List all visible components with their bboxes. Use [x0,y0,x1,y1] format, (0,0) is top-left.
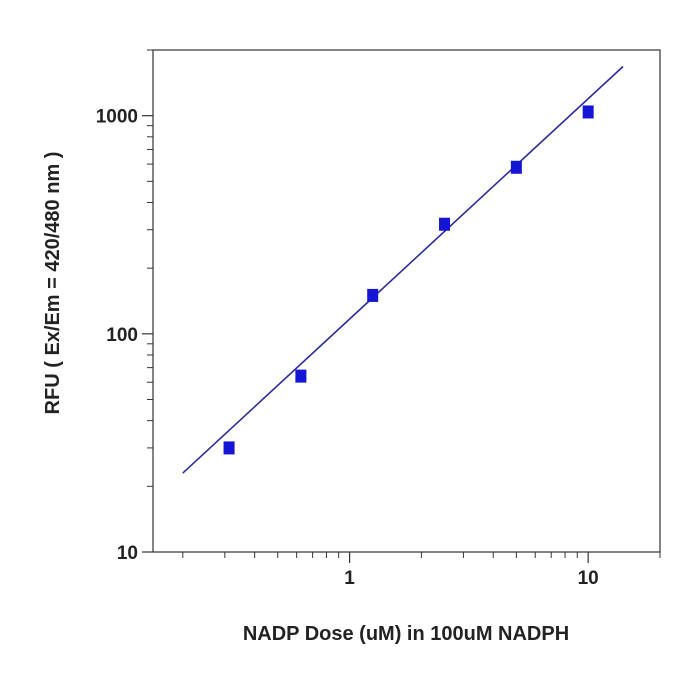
y-tick-label: 10 [117,543,138,564]
y-minor-ticks [147,49,153,487]
y-tick-label: 1000 [96,107,138,128]
x-axis-ticks: 1 10 [344,552,599,589]
data-point [367,288,379,302]
plot-frame [152,49,661,553]
x-tick-label: 1 [344,568,355,589]
x-axis-title: NADP Dose (uM) in 100uM NADPH [243,623,569,645]
data-point [439,217,451,231]
y-axis-title: RFU ( Ex/Em = 420/480 nm ) [42,152,64,415]
data-points [223,105,594,455]
data-point [223,441,235,455]
data-point [510,160,522,174]
fit-line [182,65,624,474]
x-tick-label: 10 [578,568,599,589]
x-minor-ticks [182,552,661,558]
fit-line-group [182,65,624,474]
y-tick-label: 100 [106,325,138,346]
data-point [582,105,594,119]
y-axis-ticks: 10 100 1000 [96,107,153,564]
data-point [295,369,307,383]
